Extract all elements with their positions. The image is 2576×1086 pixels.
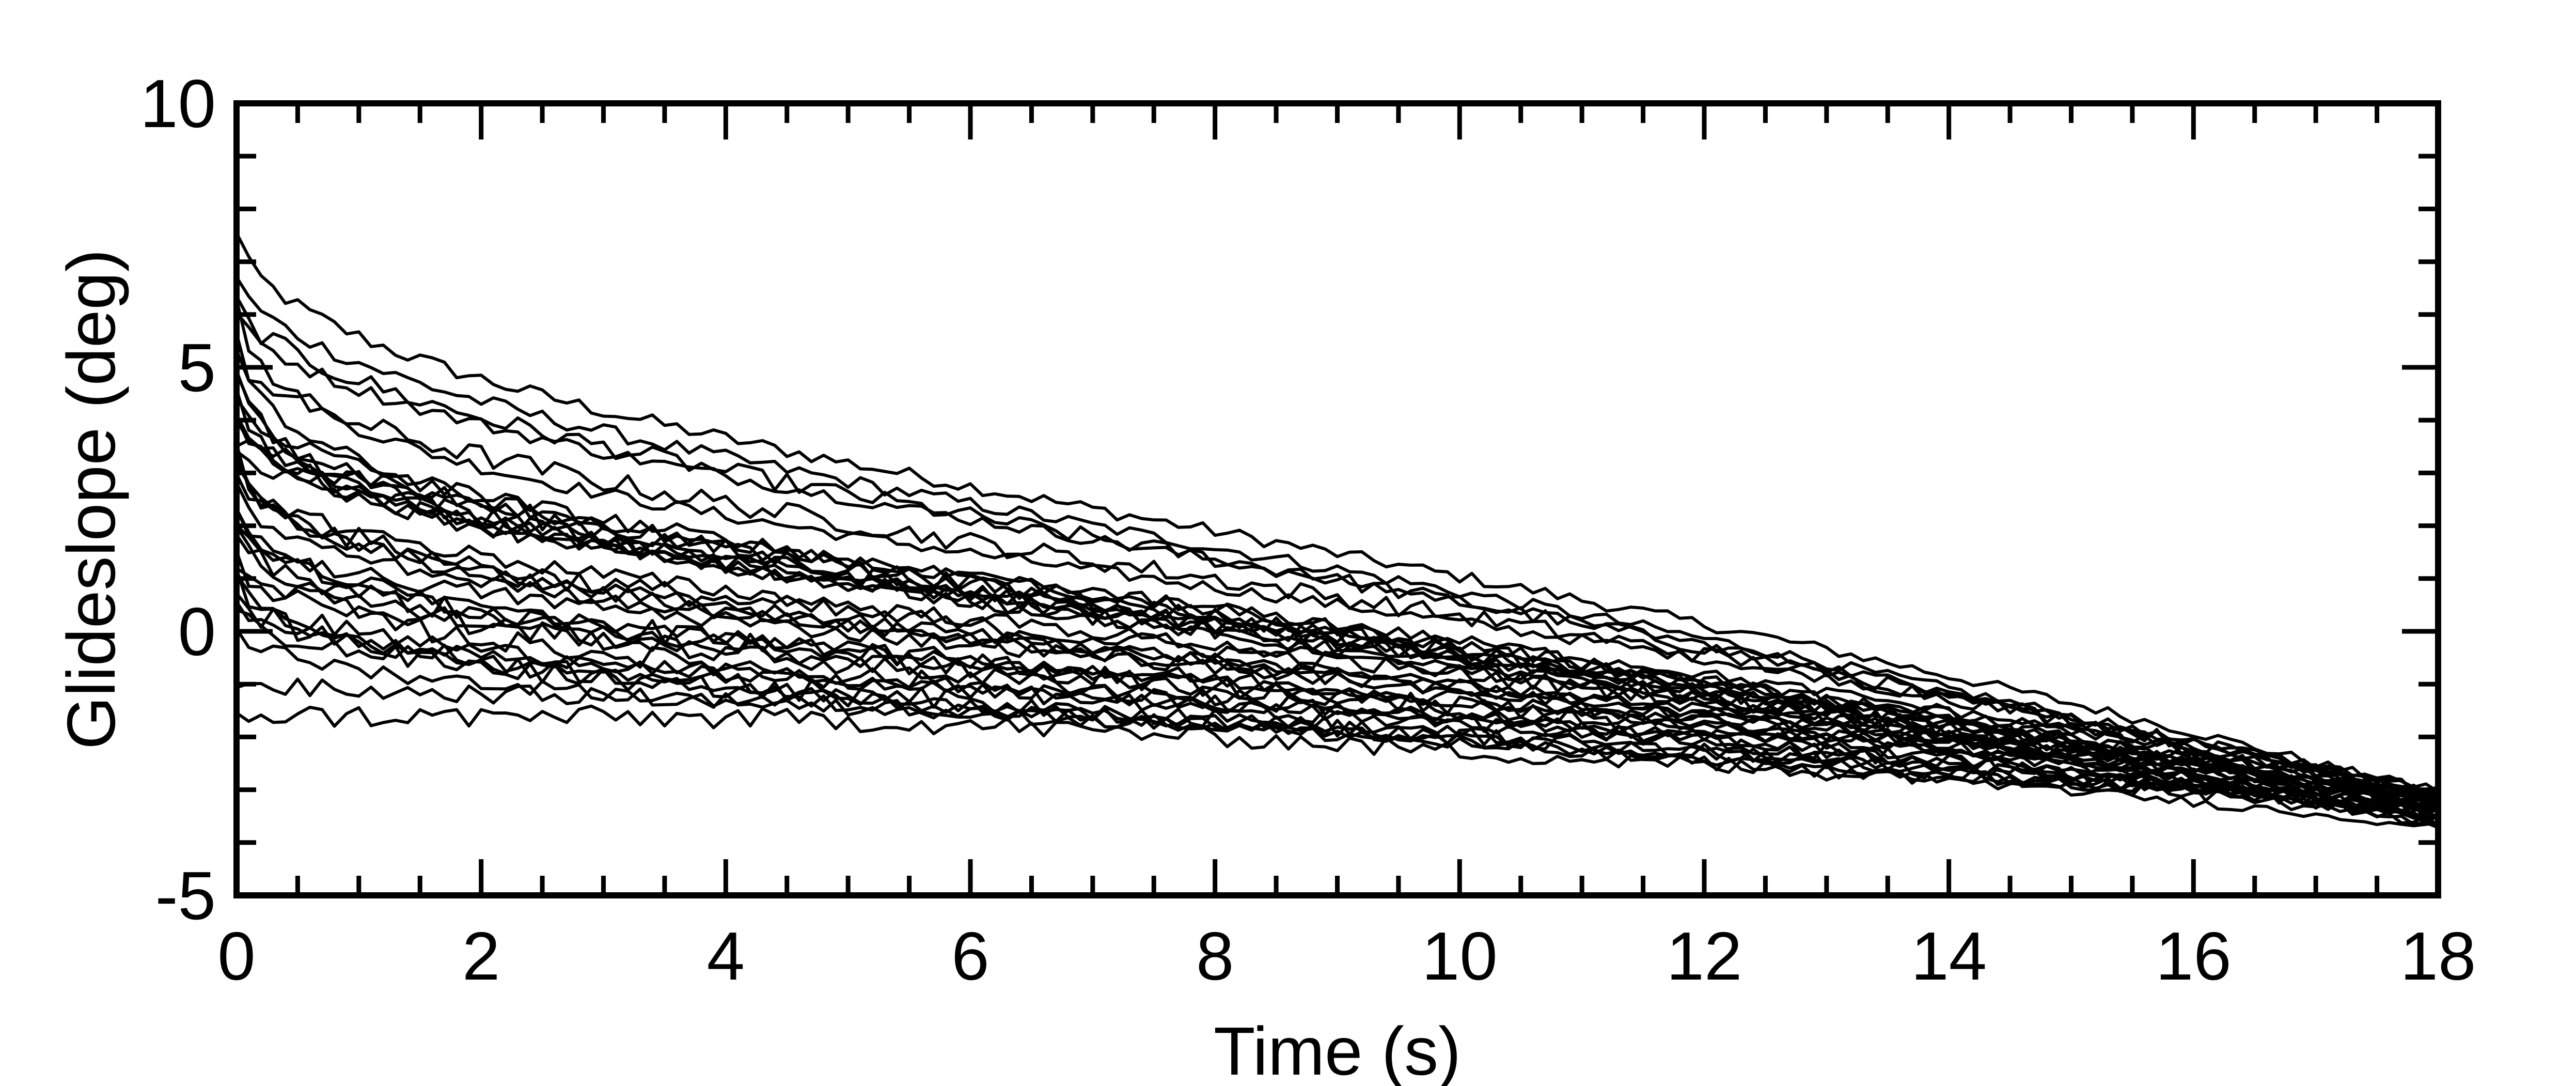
- y-tick-labels: -5 0 5 10: [140, 66, 216, 934]
- trace-line: [235, 628, 2439, 803]
- trace-line: [235, 389, 2439, 795]
- y-tick-label: 10: [140, 66, 216, 142]
- y-tick-label: 0: [178, 594, 216, 670]
- trace-line: [235, 456, 2439, 821]
- trace-line: [235, 608, 2439, 816]
- trace-line: [235, 397, 2439, 812]
- trace-line: [235, 573, 2439, 828]
- trace-line: [235, 299, 2439, 793]
- trace-line: [235, 704, 2439, 800]
- trace-line: [235, 525, 2439, 825]
- y-tick-label: -5: [155, 858, 216, 934]
- x-tick-label: 2: [462, 918, 500, 994]
- trace-line: [235, 419, 2439, 795]
- y-axis-title: Glideslope (deg): [53, 249, 129, 750]
- x-tick-label: 14: [1911, 918, 1987, 994]
- x-tick-labels: 0 2 4 6 8 10 12 14 16 18: [217, 918, 2476, 994]
- x-tick-label: 4: [707, 918, 745, 994]
- x-tick-label: 18: [2400, 918, 2476, 994]
- x-tick-label: 16: [2156, 918, 2232, 994]
- trace-line: [235, 349, 2439, 796]
- x-tick-label: 10: [1422, 918, 1498, 994]
- x-axis-title: Time (s): [1214, 1013, 1461, 1086]
- x-tick-label: 8: [1196, 918, 1234, 994]
- x-tick-label: 12: [1667, 918, 1742, 994]
- trace-line: [235, 232, 2439, 799]
- plot-frame: [233, 100, 2441, 898]
- trace-line: [236, 677, 2439, 808]
- trace-lines: [235, 232, 2439, 829]
- x-tick-label: 0: [217, 918, 255, 994]
- trace-line: [235, 414, 2439, 803]
- x-tick-label: 6: [951, 918, 989, 994]
- y-tick-label: 5: [178, 330, 216, 406]
- trace-line: [235, 601, 2439, 793]
- trace-line: [235, 312, 2439, 801]
